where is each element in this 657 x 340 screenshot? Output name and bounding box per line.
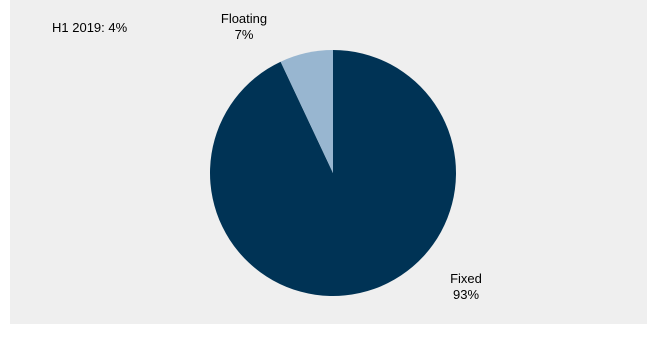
slice-value-fixed: 93% [453, 287, 479, 302]
slice-name-floating: Floating [221, 11, 267, 26]
slice-label-fixed: Fixed 93% [450, 271, 482, 302]
pie-slice-floating [280, 50, 333, 173]
slice-value-floating: 7% [235, 27, 254, 42]
period-annotation: H1 2019: 4% [52, 20, 128, 35]
slice-name-fixed: Fixed [450, 271, 482, 286]
pie-slices [209, 50, 456, 296]
pie-slice-fixed [209, 50, 456, 296]
slice-labels: Fixed 93% Floating 7% [221, 11, 482, 302]
slice-label-floating: Floating 7% [221, 11, 267, 42]
